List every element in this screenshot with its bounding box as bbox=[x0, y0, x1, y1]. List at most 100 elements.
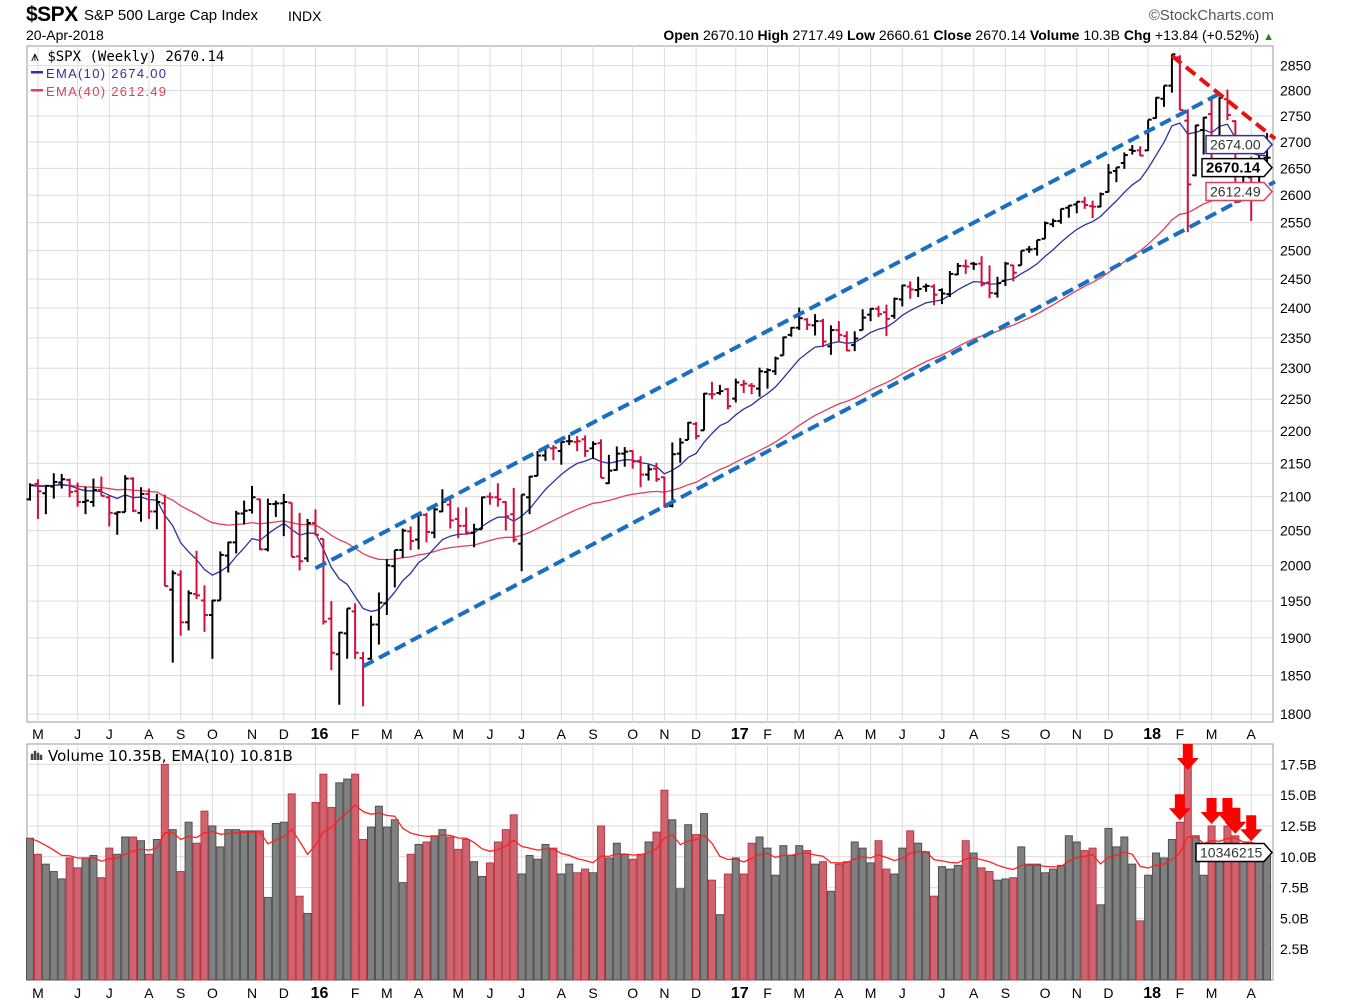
price-bar bbox=[692, 422, 700, 440]
x-tick-label: 17 bbox=[731, 985, 749, 1002]
x-tick-label: F bbox=[763, 726, 772, 742]
price-bar bbox=[430, 507, 438, 539]
x-tick-label: M bbox=[793, 726, 805, 742]
x-tick-label: M bbox=[32, 985, 44, 1001]
volume-bar bbox=[834, 863, 843, 981]
volume-bar bbox=[366, 826, 375, 981]
up-triangle-icon: ▲ bbox=[1263, 31, 1274, 43]
stat-open-value: 2670.10 bbox=[703, 27, 754, 43]
volume-bar bbox=[279, 821, 288, 981]
volume-bar bbox=[819, 861, 827, 981]
x-tick-label: J bbox=[106, 985, 113, 1001]
ema10-price-tag: 2674.00 bbox=[1205, 134, 1274, 155]
price-bar bbox=[145, 488, 153, 519]
volume-bar bbox=[541, 843, 550, 981]
price-bar bbox=[922, 283, 930, 292]
volume-bar bbox=[462, 839, 471, 981]
volume-bar bbox=[707, 879, 716, 981]
x-tick-label: S bbox=[176, 726, 185, 742]
x-tick-label: D bbox=[691, 985, 701, 1001]
volume-tick-label: 2.5B bbox=[1280, 941, 1309, 957]
volume-bar bbox=[1112, 846, 1121, 981]
stat-high-value: 2717.49 bbox=[792, 27, 844, 43]
price-bar bbox=[890, 297, 898, 319]
volume-bar bbox=[660, 789, 669, 981]
price-bar bbox=[296, 512, 304, 571]
price-bar bbox=[129, 477, 137, 513]
down-arrow-icon bbox=[1176, 744, 1199, 770]
x-tick-label: F bbox=[1176, 726, 1185, 742]
price-bar bbox=[882, 304, 890, 337]
volume-bar bbox=[1191, 835, 1200, 981]
volume-bar bbox=[596, 825, 605, 981]
y-tick-label: 2750 bbox=[1280, 108, 1311, 124]
volume-bar bbox=[930, 895, 939, 981]
volume-tick-label: 17.5B bbox=[1280, 756, 1317, 772]
brand-logo[interactable]: ©StockCharts.com bbox=[1148, 7, 1274, 24]
volume-bar bbox=[240, 830, 249, 981]
price-bar bbox=[1049, 218, 1057, 228]
x-tick-label: 16 bbox=[311, 985, 329, 1002]
price-bar bbox=[930, 284, 938, 306]
price-bar bbox=[66, 478, 74, 498]
price-bar bbox=[470, 523, 478, 548]
price-bar bbox=[565, 434, 573, 446]
price-panel bbox=[26, 45, 1274, 723]
volume-bar bbox=[1255, 861, 1264, 981]
volume-bar bbox=[216, 846, 225, 981]
x-tick-label: A bbox=[414, 985, 424, 1001]
price-bar bbox=[1097, 192, 1105, 208]
volume-bar bbox=[129, 836, 138, 981]
price-bar bbox=[1025, 246, 1033, 253]
volume-tick-label: 5.0B bbox=[1280, 910, 1309, 926]
volume-bar bbox=[430, 835, 439, 981]
volume-bar bbox=[1048, 868, 1057, 981]
price-bar bbox=[589, 441, 597, 459]
price-bar bbox=[1009, 264, 1017, 282]
price-bar bbox=[113, 511, 121, 535]
ema40-price-tag: 2612.49 bbox=[1205, 181, 1274, 202]
price-bar bbox=[264, 498, 272, 552]
x-tick-label: F bbox=[351, 985, 360, 1001]
ema40-legend-label: EMA(40) 2612.49 bbox=[46, 84, 166, 99]
volume-bar bbox=[676, 888, 685, 981]
x-tick-label: M bbox=[793, 985, 805, 1001]
y-tick-label: 2150 bbox=[1280, 455, 1311, 471]
volume-bar bbox=[604, 857, 613, 981]
downtrend-line bbox=[1170, 54, 1277, 141]
price-bar bbox=[1223, 89, 1231, 121]
x-tick-label: N bbox=[247, 726, 257, 742]
x-tick-label: M bbox=[381, 985, 393, 1001]
volume-bar bbox=[779, 845, 788, 981]
price-bar bbox=[534, 450, 542, 477]
volume-bar bbox=[914, 842, 923, 981]
y-tick-label: 2300 bbox=[1280, 360, 1311, 376]
price-bar bbox=[224, 541, 232, 573]
price-bar bbox=[462, 507, 470, 535]
stat-low-label: Low bbox=[847, 27, 875, 43]
price-bar bbox=[319, 537, 327, 625]
stat-open-label: Open bbox=[663, 27, 700, 43]
volume-bar bbox=[581, 868, 590, 981]
price-bar bbox=[343, 607, 351, 659]
x-tick-label: O bbox=[1040, 985, 1051, 1001]
volume-bar bbox=[121, 836, 130, 981]
volume-bar bbox=[1231, 835, 1240, 981]
volume-bar bbox=[557, 873, 566, 981]
volume-bar bbox=[882, 868, 891, 981]
volume-bar bbox=[652, 831, 661, 981]
volume-bar bbox=[866, 862, 875, 981]
price-bar bbox=[827, 325, 835, 355]
volume-bar bbox=[271, 822, 280, 981]
x-tick-label: D bbox=[1103, 726, 1113, 742]
volume-bar bbox=[414, 843, 423, 981]
price-bar bbox=[232, 510, 240, 554]
ema40-legend-swatch bbox=[31, 89, 43, 92]
x-tick-label: J bbox=[899, 726, 906, 742]
x-tick-label: A bbox=[557, 726, 567, 742]
volume-bar bbox=[715, 914, 724, 981]
volume-bar bbox=[771, 874, 780, 981]
x-tick-label: J bbox=[518, 726, 525, 742]
price-bar bbox=[787, 326, 795, 337]
